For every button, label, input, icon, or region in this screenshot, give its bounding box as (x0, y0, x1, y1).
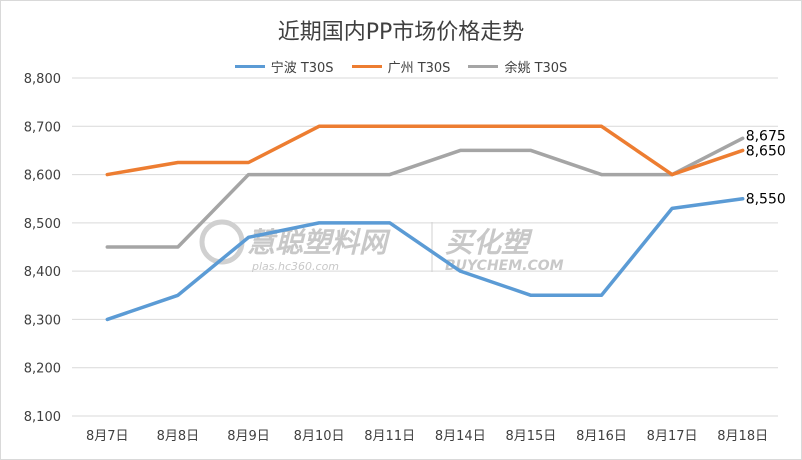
legend-swatch-guangzhou (351, 65, 382, 68)
x-tick-label: 8月18日 (717, 429, 768, 444)
y-tick-label: 8,800 (24, 72, 61, 87)
legend-label-guangzhou: 广州 T30S (387, 61, 451, 76)
x-tick-label: 8月15日 (505, 429, 556, 444)
legend-item-yuyao: 余姚 T30S (468, 57, 567, 76)
x-tick-label: 8月14日 (435, 429, 486, 444)
legend-item-ningbo: 宁波 T30S (234, 57, 334, 76)
y-tick-label: 8,100 (24, 410, 61, 425)
x-tick-label: 8月16日 (576, 429, 627, 444)
y-axis-ticks: 8,100 8,200 8,300 8,400 8,500 8,600 8,700 8,800 (24, 72, 61, 425)
watermark: 慧聪塑料网 plas.hc360.com 买化塑 BUYCHEM.COM (199, 219, 564, 274)
end-data-label: 8,675 (746, 128, 786, 144)
legend-swatch-yuyao (468, 65, 499, 68)
x-tick-label: 8月9日 (227, 429, 270, 444)
x-tick-label: 8月10日 (294, 429, 345, 444)
chart-title: 近期国内PP市场价格走势 (277, 20, 525, 45)
y-tick-label: 8,600 (24, 169, 61, 184)
end-data-label: 8,550 (746, 192, 786, 208)
watermark-right-url: BUYCHEM.COM (445, 258, 564, 274)
end-data-label: 8,650 (746, 143, 786, 159)
x-tick-label: 8月8日 (157, 429, 200, 444)
legend-swatch-ningbo (234, 65, 265, 68)
series-lines (105, 124, 745, 322)
x-axis-ticks: 8月7日 8月8日 8月9日 8月10日 8月11日 8月14日 8月15日 8月16日 8月1… (86, 429, 768, 444)
watermark-right-brand: 买化塑 (445, 226, 533, 259)
legend-label-ningbo: 宁波 T30S (270, 61, 334, 76)
series-line-0 (105, 196, 745, 322)
y-tick-label: 8,700 (24, 120, 61, 135)
y-tick-label: 8,500 (24, 217, 61, 232)
series-line-1 (105, 124, 745, 177)
watermark-logo-icon (199, 219, 245, 265)
series-line-2 (105, 136, 745, 249)
y-tick-label: 8,300 (24, 313, 61, 328)
x-tick-label: 8月11日 (364, 429, 415, 444)
y-tick-label: 8,400 (24, 265, 61, 280)
watermark-left-url: plas.hc360.com (251, 260, 339, 273)
legend-item-guangzhou: 广州 T30S (351, 57, 451, 76)
legend: 宁波 T30S 广州 T30S 余姚 T30S (0, 57, 802, 76)
y-tick-label: 8,200 (24, 362, 61, 377)
x-tick-label: 8月17日 (647, 429, 698, 444)
x-tick-label: 8月7日 (86, 429, 129, 444)
watermark-left-brand: 慧聪塑料网 (247, 226, 391, 259)
legend-label-yuyao: 余姚 T30S (504, 61, 568, 76)
